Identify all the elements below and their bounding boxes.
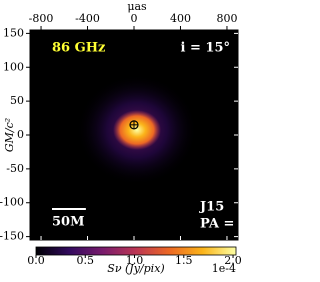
model-label: J15 bbox=[199, 200, 224, 215]
y-tick-label: 100 bbox=[3, 60, 24, 73]
colorbar-offset: 1e-4 bbox=[212, 262, 236, 275]
colorbar-tick-label: 1.0 bbox=[126, 254, 144, 267]
colorbar-tick-label: 0.0 bbox=[27, 254, 45, 267]
y-tick-label: -150 bbox=[0, 230, 24, 243]
colorbar-tick-label: 0.5 bbox=[77, 254, 95, 267]
x-tick-label: -400 bbox=[75, 12, 100, 25]
y-axis-label: GM/c² bbox=[3, 118, 16, 152]
x-axis-label: μas bbox=[127, 0, 147, 13]
emission-core bbox=[113, 110, 161, 150]
y-tick-label: -100 bbox=[0, 196, 24, 209]
pa-label: PA = 0° bbox=[200, 217, 249, 232]
chart: μas GM/c² 86 GHz i = 15° J15 PA = 0° 50M… bbox=[0, 0, 249, 275]
colorbar-label: Sν (Jy/pix) bbox=[107, 262, 164, 275]
colorbar bbox=[35, 246, 237, 256]
y-tick-label: -50 bbox=[6, 162, 24, 175]
y-tick-label: 50 bbox=[10, 94, 24, 107]
x-tick-label: -800 bbox=[29, 12, 54, 25]
frequency-label: 86 GHz bbox=[52, 41, 105, 56]
colorbar-tick-label: 2.0 bbox=[224, 254, 242, 267]
scalebar-label: 50M bbox=[52, 215, 84, 230]
x-tick-label: 0 bbox=[131, 12, 138, 25]
y-tick-label: 0 bbox=[17, 128, 24, 141]
marker bbox=[129, 120, 139, 130]
colorbar-tick-label: 1.5 bbox=[175, 254, 193, 267]
y-tick-label: 150 bbox=[3, 26, 24, 39]
x-tick-label: 400 bbox=[170, 12, 191, 25]
inclination-label: i = 15° bbox=[181, 41, 230, 56]
x-tick-label: 800 bbox=[216, 12, 237, 25]
